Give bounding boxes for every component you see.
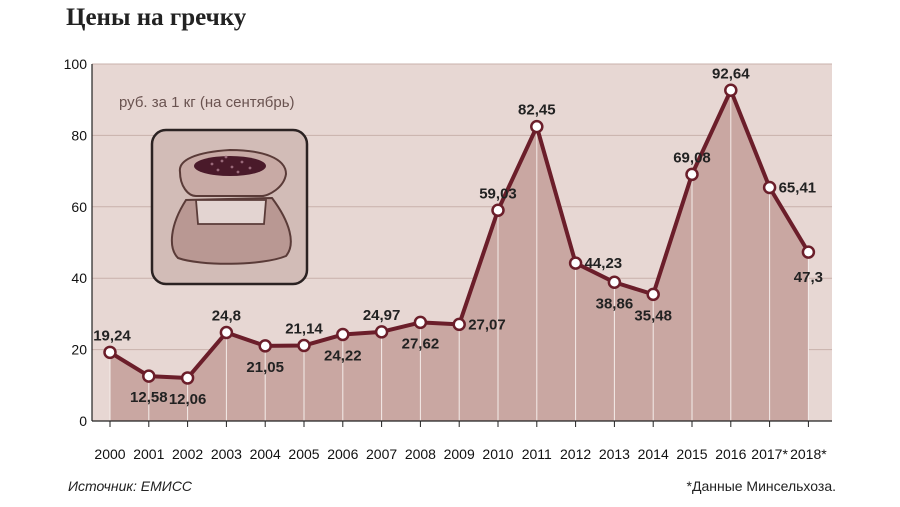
y-axis: 0 20 40 60 80 100: [64, 56, 93, 429]
data-point: [724, 83, 738, 98]
x-tick-label: 2001: [133, 446, 164, 462]
data-label: 59,03: [479, 185, 517, 202]
price-area: [110, 90, 809, 421]
data-label: 12,06: [169, 391, 207, 408]
data-point: [762, 180, 777, 195]
x-tick-label: 2003: [211, 446, 242, 462]
data-label: 21,14: [285, 321, 323, 338]
x-tick-label: 2018*: [790, 446, 827, 462]
data-point: [258, 339, 272, 353]
data-label: 27,62: [402, 335, 440, 352]
y-tick-label: 60: [71, 199, 87, 215]
data-label: 82,45: [518, 102, 556, 119]
x-tick-label: 2007: [366, 446, 397, 462]
data-label: 19,24: [93, 327, 131, 344]
y-tick-label: 80: [71, 127, 87, 143]
x-tick-label: 2008: [405, 446, 436, 462]
x-tick-label: 2010: [482, 446, 513, 462]
data-label: 24,8: [212, 307, 241, 324]
x-tick-label: 2015: [676, 446, 707, 462]
data-point: [452, 317, 466, 332]
x-tick-label: 2012: [560, 446, 591, 462]
x-tick-label: 2005: [288, 446, 319, 462]
data-point: [530, 119, 544, 134]
data-label: 35,48: [634, 307, 672, 324]
data-label: 69,08: [673, 149, 711, 166]
data-point: [374, 325, 389, 339]
data-point: [103, 345, 117, 360]
data-points: [103, 83, 816, 385]
data-label: 12,58: [130, 389, 168, 406]
data-label: 24,22: [324, 348, 362, 365]
data-point: [142, 369, 156, 383]
data-point: [336, 327, 350, 342]
x-tick-label: 2014: [638, 446, 669, 462]
x-axis: 2000 2001 2002 2003 2004 2005 2006 2007 2008 2009…: [92, 420, 832, 462]
x-tick-label: 2002: [172, 446, 203, 462]
data-point: [491, 203, 505, 218]
chart-title: Цены на гречку: [66, 4, 247, 31]
unit-label: руб. за 1 кг (на сентябрь): [119, 94, 295, 111]
data-point: [685, 167, 699, 182]
x-tick-label: 2016: [715, 446, 746, 462]
y-tick-label: 40: [71, 270, 87, 286]
data-label: 24,97: [363, 307, 401, 324]
data-point: [568, 256, 583, 270]
data-label: 92,64: [712, 65, 750, 82]
y-tick-label: 20: [71, 342, 87, 358]
data-point: [646, 287, 660, 302]
data-point: [607, 275, 622, 290]
data-point: [413, 315, 428, 330]
x-tick-label: 2017*: [751, 446, 788, 462]
data-point: [297, 338, 311, 353]
source-note: Источник: ЕМИСС: [68, 478, 193, 494]
x-tick-label: 2000: [94, 446, 125, 462]
data-label: 47,3: [794, 269, 823, 286]
x-tick-label: 2004: [250, 446, 281, 462]
data-label: 65,41: [779, 179, 817, 196]
data-label: 21,05: [246, 359, 284, 376]
x-tick-label: 2006: [327, 446, 358, 462]
drop-lines: [109, 90, 809, 421]
y-tick-label: 100: [64, 56, 88, 72]
x-tick-label: 2011: [522, 446, 552, 462]
data-point: [180, 371, 195, 385]
footnote: *Данные Минсельхоза.: [686, 478, 836, 494]
y-tick-label: 0: [79, 413, 87, 429]
grain-sack-icon: [150, 128, 309, 286]
x-tick-label: 2013: [599, 446, 630, 462]
data-label: 27,07: [468, 316, 506, 333]
data-point: [219, 325, 234, 340]
x-tick-label: 2009: [444, 446, 475, 462]
data-label: 44,23: [585, 255, 623, 272]
data-point: [801, 245, 816, 259]
data-label: 38,86: [596, 295, 634, 312]
